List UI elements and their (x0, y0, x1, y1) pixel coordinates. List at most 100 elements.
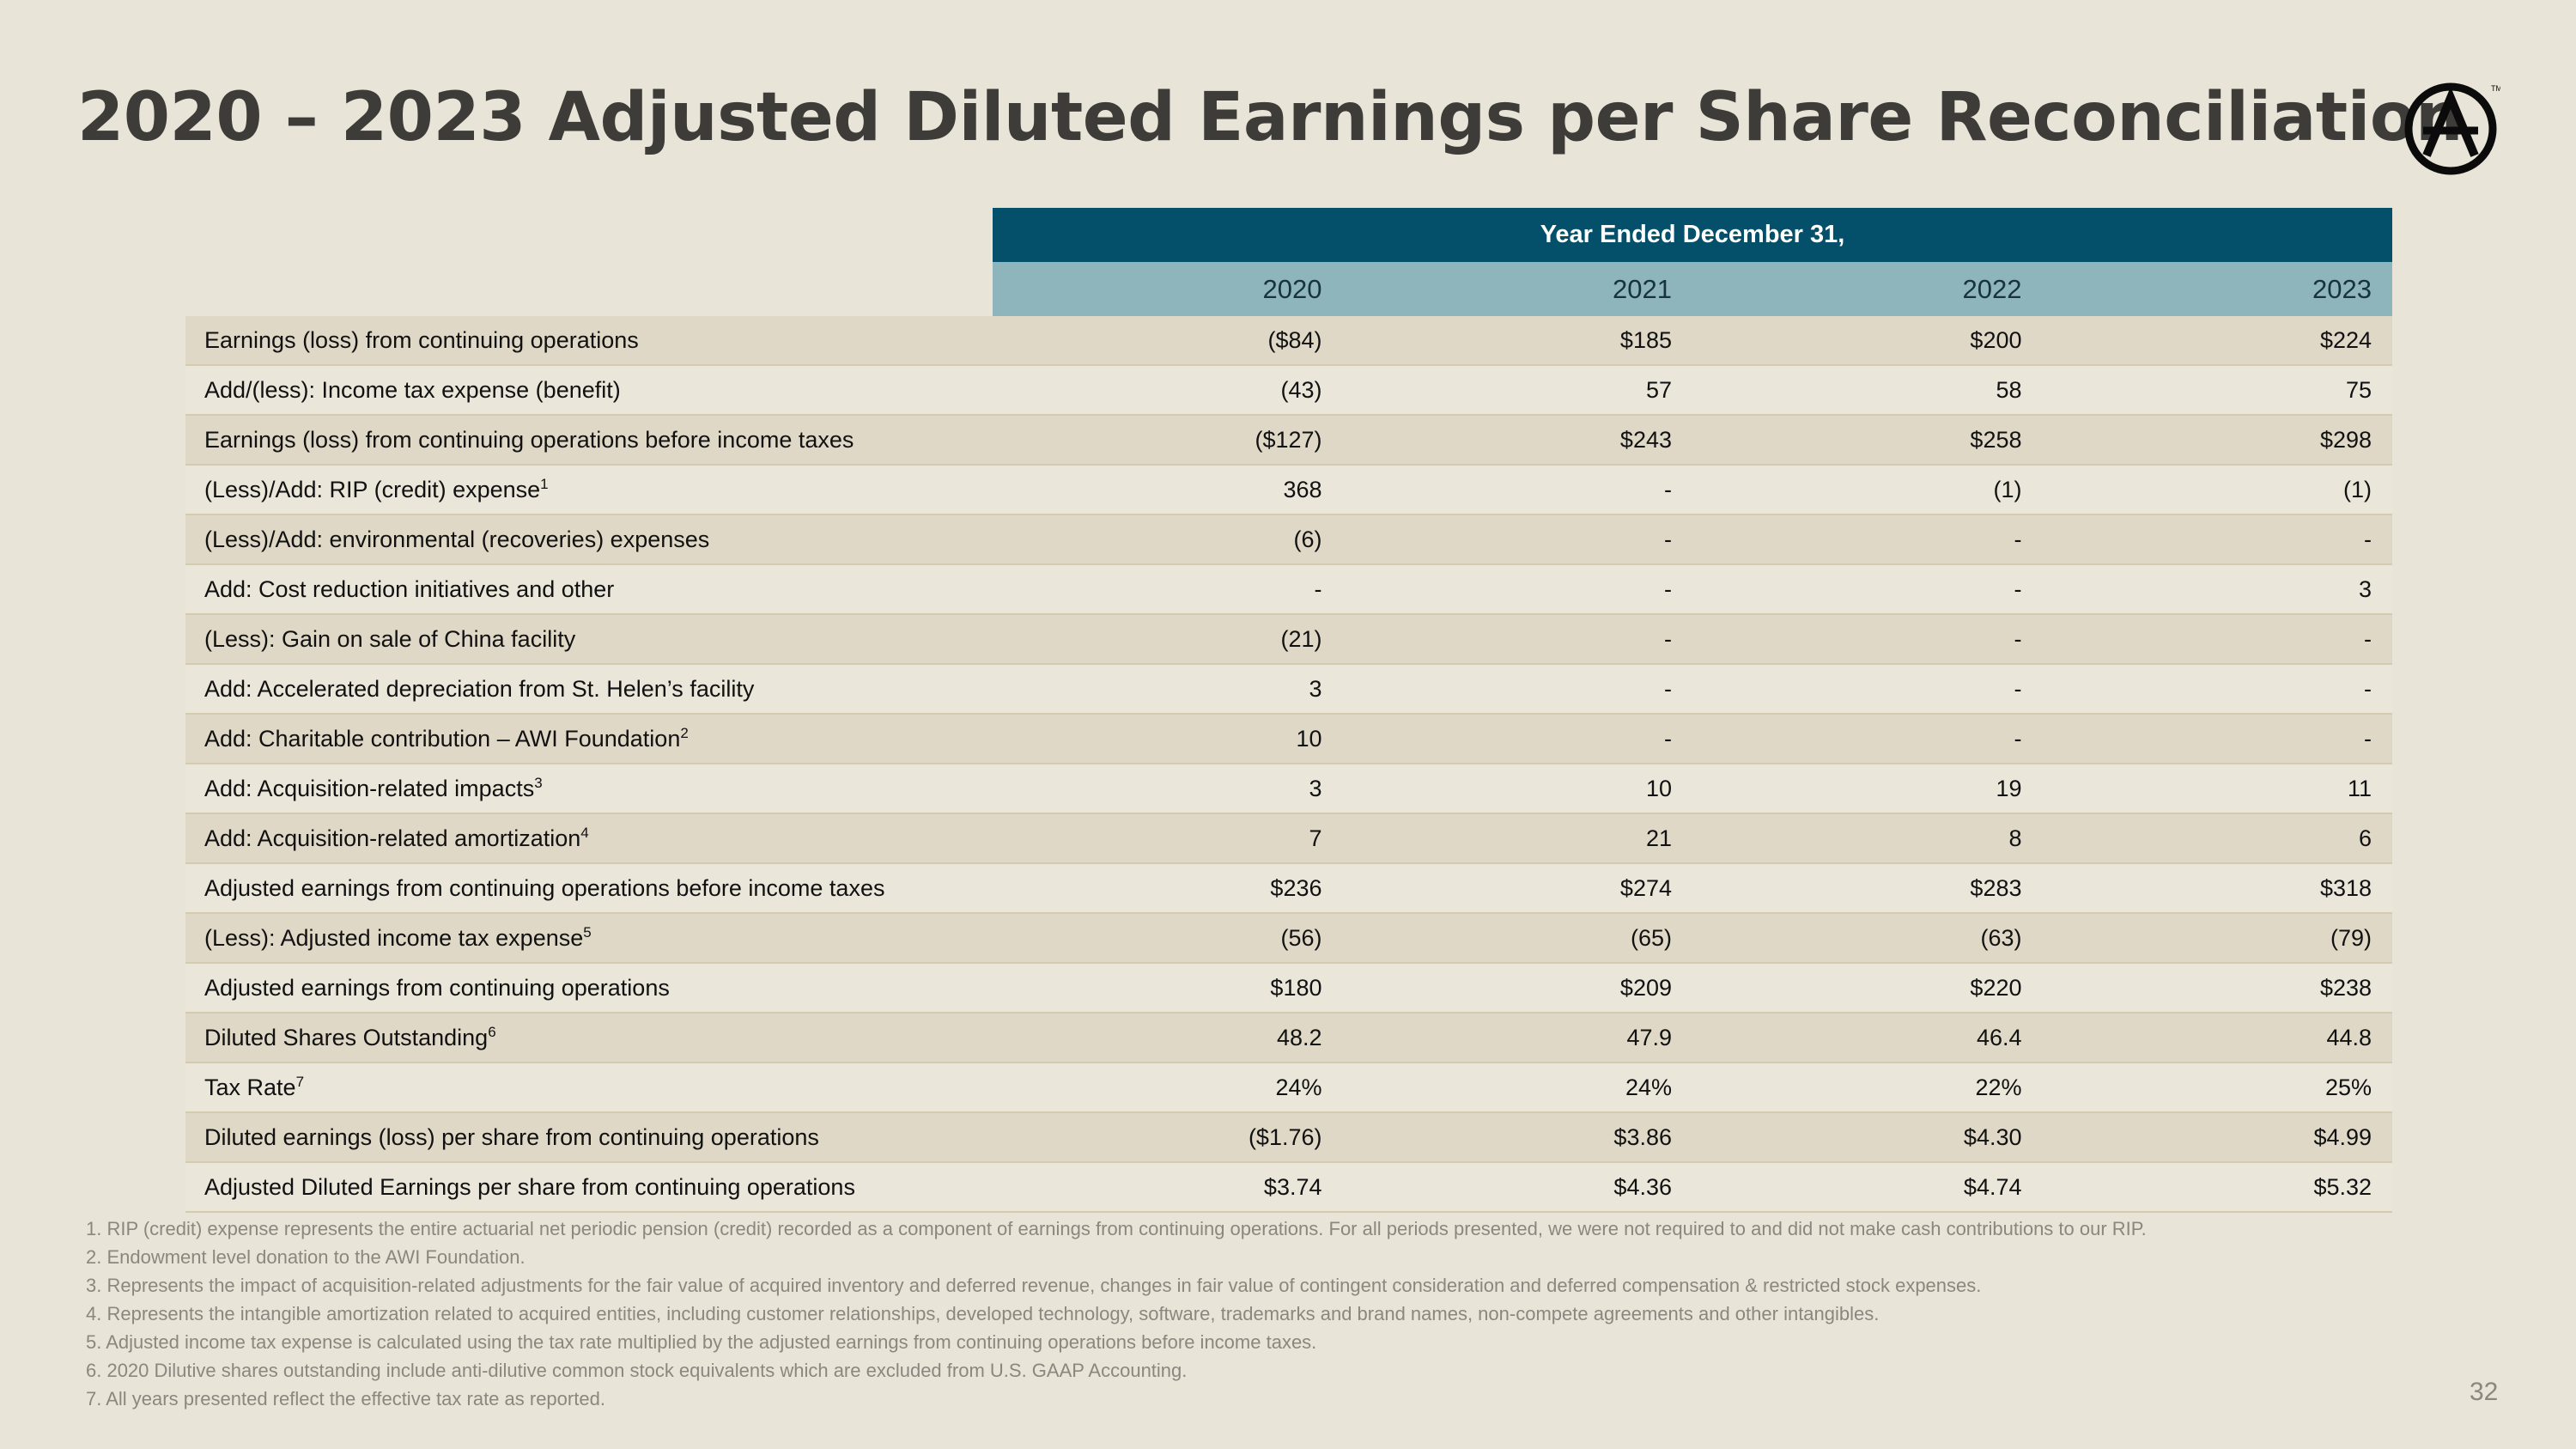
value-cell: 47.9 (1342, 1013, 1692, 1063)
value-cell: - (2042, 514, 2393, 565)
value-cell: (1) (2042, 465, 2393, 515)
value-cell: - (1342, 465, 1692, 515)
year-group-header: Year Ended December 31, (993, 208, 2393, 262)
column-header-year: 2020 (993, 262, 1343, 316)
value-cell: - (1692, 714, 2043, 764)
value-cell: 3 (2042, 564, 2393, 615)
footnotes: 1. RIP (credit) expense represents the e… (86, 1215, 2147, 1413)
table-row: Adjusted Diluted Earnings per share from… (185, 1162, 2393, 1213)
value-cell: $200 (1692, 316, 2043, 366)
row-label: Adjusted earnings from continuing operat… (204, 874, 885, 901)
value-cell: $220 (1692, 963, 2043, 1014)
row-label: Earnings (loss) from continuing operatio… (204, 326, 639, 353)
value-cell: 6 (2042, 813, 2393, 864)
value-cell: 48.2 (993, 1013, 1343, 1063)
value-cell: 21 (1342, 813, 1692, 864)
footnote: 2. Endowment level donation to the AWI F… (86, 1246, 526, 1268)
page-title: 2020 – 2023 Adjusted Diluted Earnings pe… (77, 79, 2464, 156)
value-cell: $258 (1692, 415, 2043, 466)
value-cell: 3 (993, 764, 1343, 814)
value-cell: ($127) (993, 415, 1343, 466)
table-row: Diluted earnings (loss) per share from c… (185, 1112, 2393, 1163)
row-label-cell: Tax Rate7 (185, 1062, 993, 1113)
table-row: (Less)/Add: RIP (credit) expense1 368- (1)… (185, 465, 2393, 515)
footnote: 5. Adjusted income tax expense is calcul… (86, 1331, 1317, 1353)
row-label: Earnings (loss) from continuing operatio… (204, 426, 854, 453)
row-label-cell: Adjusted earnings from continuing operat… (185, 963, 993, 1014)
row-label: Diluted Shares Outstanding (204, 1025, 489, 1050)
table-row: (Less): Gain on sale of China facility (2… (185, 614, 2393, 665)
value-cell: 10 (1342, 764, 1692, 814)
table-row: Tax Rate7 24% 24% 22% 25% (185, 1062, 2393, 1113)
row-label-cell: Add/(less): Income tax expense (benefit) (185, 365, 993, 416)
value-cell: - (1692, 664, 2043, 715)
value-cell: (63) (1692, 913, 2043, 964)
value-cell: $243 (1342, 415, 1692, 466)
row-label-cell: (Less)/Add: RIP (credit) expense1 (185, 465, 993, 515)
value-cell: $180 (993, 963, 1343, 1014)
table-row: Add: Acquisition-related amortization4 7 2… (185, 813, 2393, 864)
table-row: Earnings (loss) from continuing operatio… (185, 415, 2393, 466)
value-cell: 58 (1692, 365, 2043, 416)
row-label: Add/(less): Income tax expense (benefit) (204, 376, 621, 403)
value-cell: $185 (1342, 316, 1692, 366)
value-cell: ($84) (993, 316, 1343, 366)
value-cell: (79) (2042, 913, 2393, 964)
footnote-ref: 6 (488, 1024, 496, 1040)
value-cell: (43) (993, 365, 1343, 416)
table-row: Earnings (loss) from continuing operatio… (185, 316, 2393, 366)
table-row: Diluted Shares Outstanding6 48.2 47.9 46.4 4… (185, 1013, 2393, 1063)
table-body: Earnings (loss) from continuing operatio… (185, 316, 2393, 1213)
value-cell: $3.86 (1342, 1112, 1692, 1163)
value-cell: 22% (1692, 1062, 2043, 1113)
value-cell: 3 (993, 664, 1343, 715)
value-cell: $274 (1342, 863, 1692, 914)
value-cell: 75 (2042, 365, 2393, 416)
row-label: Diluted earnings (loss) per share from c… (204, 1123, 819, 1150)
row-label: Add: Charitable contribution – AWI Found… (204, 726, 681, 752)
row-label: Adjusted earnings from continuing operat… (204, 974, 670, 1001)
row-label-cell: Add: Charitable contribution – AWI Found… (185, 714, 993, 764)
value-cell: $209 (1342, 963, 1692, 1014)
value-cell: 24% (1342, 1062, 1692, 1113)
row-label: (Less)/Add: environmental (recoveries) e… (204, 526, 710, 552)
value-cell: $224 (2042, 316, 2393, 366)
value-cell: (56) (993, 913, 1343, 964)
row-label-cell: Add: Acquisition-related impacts3 (185, 764, 993, 814)
value-cell: - (1342, 664, 1692, 715)
value-cell: - (1692, 514, 2043, 565)
value-cell: (6) (993, 514, 1343, 565)
column-header-year: 2021 (1342, 262, 1692, 316)
value-cell: 57 (1342, 365, 1692, 416)
value-cell: (1) (1692, 465, 2043, 515)
row-label-cell: (Less): Adjusted income tax expense5 (185, 913, 993, 964)
footnote-ref: 7 (295, 1074, 305, 1090)
table-row: Add/(less): Income tax expense (benefit)… (185, 365, 2393, 416)
value-cell: 46.4 (1692, 1013, 2043, 1063)
table-row: Adjusted earnings from continuing operat… (185, 963, 2393, 1014)
trademark-mark: TM (2491, 84, 2500, 93)
row-label: (Less): Adjusted income tax expense (204, 925, 584, 951)
reconciliation-table: Year Ended December 31, 2020 2021 2022 2… (185, 208, 2393, 1213)
row-label: (Less)/Add: RIP (credit) expense (204, 477, 541, 502)
value-cell: 368 (993, 465, 1343, 515)
value-cell: 25% (2042, 1062, 2393, 1113)
table-row: Add: Acquisition-related impacts3 3 10 19 11 (185, 764, 2393, 814)
value-cell: (65) (1342, 913, 1692, 964)
value-cell: $4.99 (2042, 1112, 2393, 1163)
value-cell: - (2042, 714, 2393, 764)
row-label-cell: (Less): Gain on sale of China facility (185, 614, 993, 665)
row-label-cell: Add: Accelerated depreciation from St. H… (185, 664, 993, 715)
row-label-cell: Add: Cost reduction initiatives and othe… (185, 564, 993, 615)
table-row: (Less): Adjusted income tax expense5 (56)… (185, 913, 2393, 964)
row-label-cell: Adjusted earnings from continuing operat… (185, 863, 993, 914)
page-number: 32 (2470, 1378, 2499, 1406)
footnote: 4. Represents the intangible amortizatio… (86, 1303, 1880, 1324)
row-label-cell: Diluted Shares Outstanding6 (185, 1013, 993, 1063)
value-cell: $238 (2042, 963, 2393, 1014)
value-cell: $4.30 (1692, 1112, 2043, 1163)
value-cell: 7 (993, 813, 1343, 864)
value-cell: 8 (1692, 813, 2043, 864)
value-cell: - (1342, 514, 1692, 565)
value-cell: 44.8 (2042, 1013, 2393, 1063)
